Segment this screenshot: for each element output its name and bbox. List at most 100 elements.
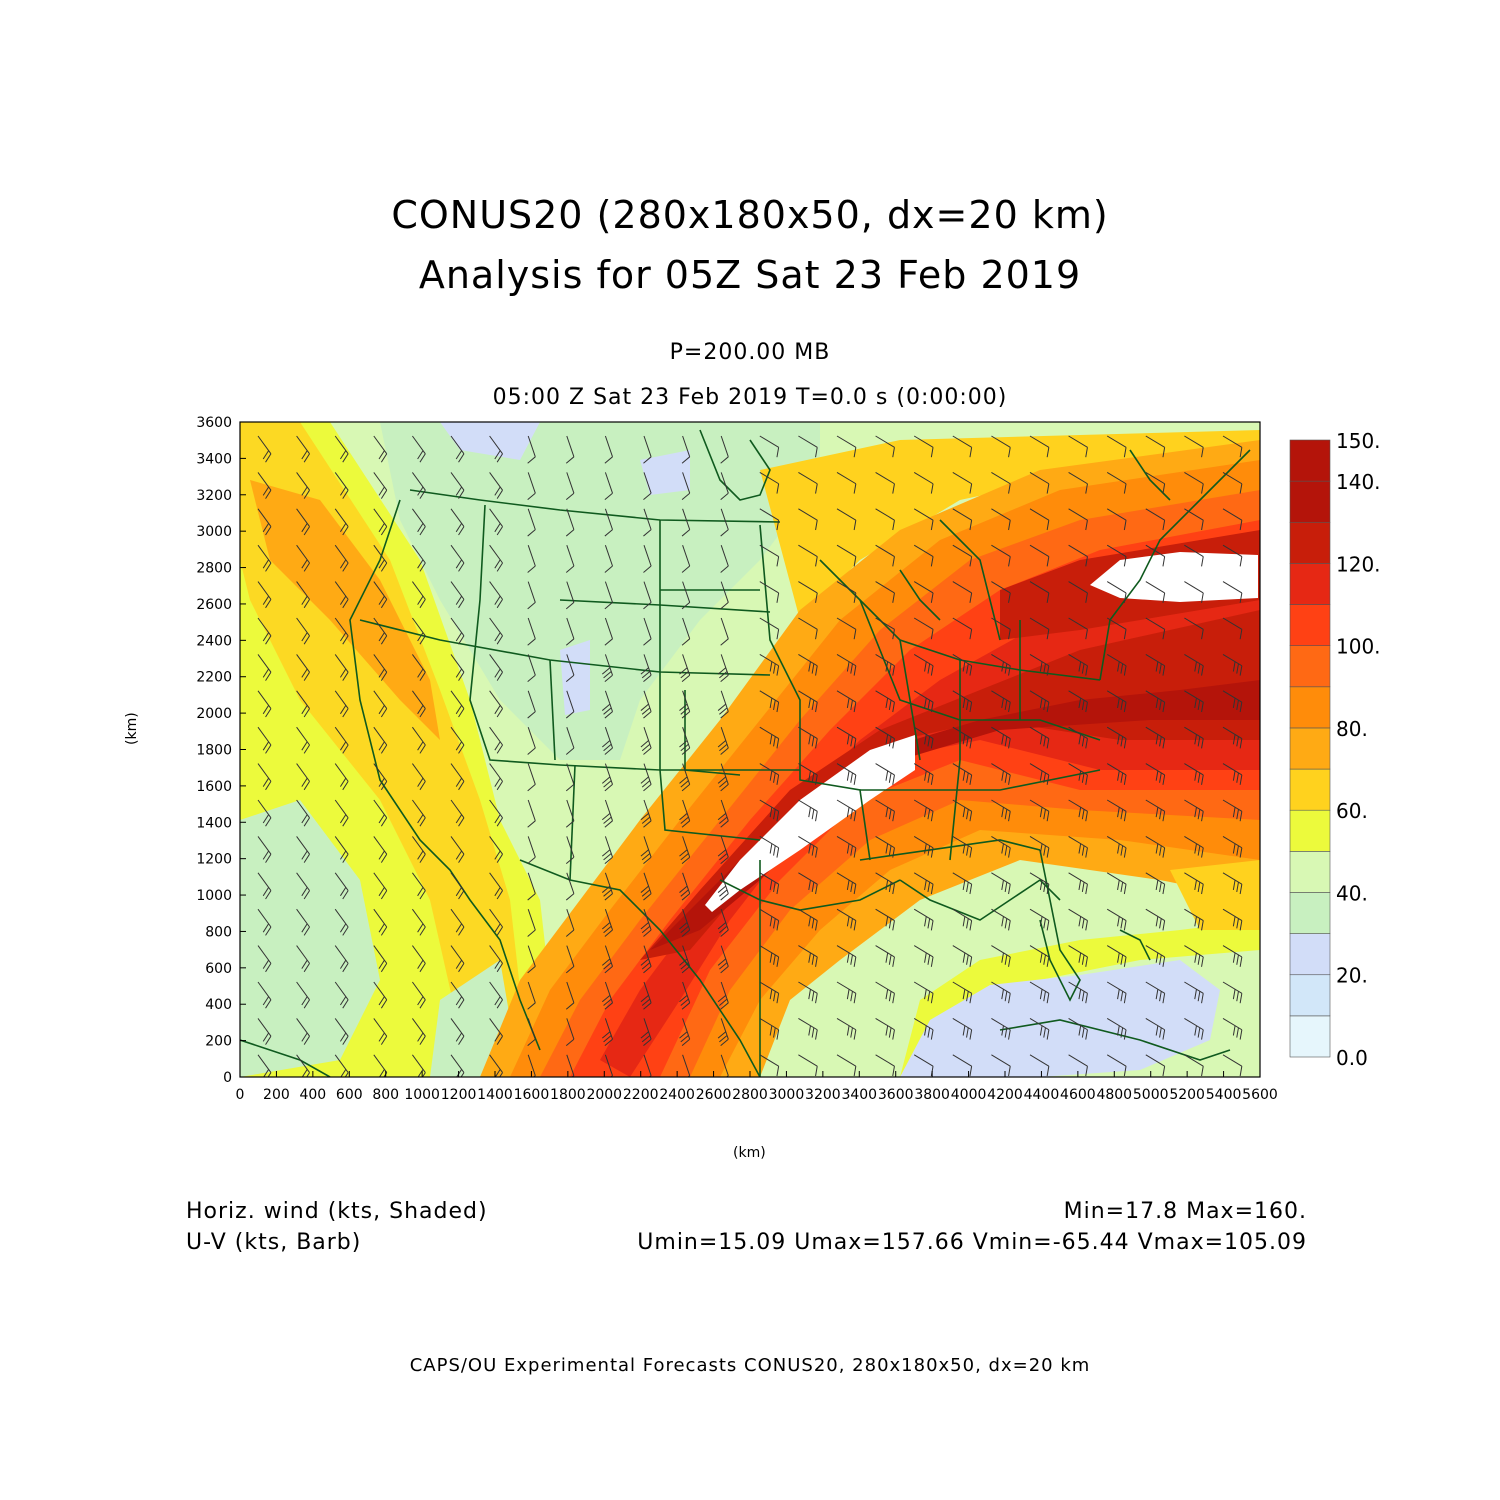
x-tick-label: 4200 [987, 1087, 1023, 1103]
wind-barb [527, 435, 536, 464]
wind-barb [720, 508, 729, 537]
wind-barb [601, 909, 613, 937]
wind-barb [759, 799, 780, 822]
wind-barb [1106, 508, 1127, 531]
y-tick-label: 3600 [196, 415, 232, 431]
wind-barb [450, 1018, 465, 1045]
wind-barb [489, 726, 503, 754]
wind-barb [1068, 763, 1088, 785]
wind-barb [601, 799, 613, 828]
wind-barb [913, 763, 934, 785]
wind-barb [527, 1018, 536, 1047]
wind-barb [643, 581, 652, 610]
wind-barb [1068, 835, 1088, 858]
wind-barb [991, 435, 1011, 458]
wind-barb [1029, 872, 1050, 895]
wind-barb [373, 581, 388, 609]
wind-barb [1068, 981, 1088, 1004]
wind-barb [296, 581, 310, 609]
wind-barb [411, 617, 426, 645]
x-axis-ticks: 0 200 400 600 800 1000 1200 1400 1600 1800 2000 220… [236, 1071, 1278, 1103]
wind-barb [1222, 908, 1243, 931]
wind-barb [991, 471, 1011, 494]
wind-barb [836, 544, 857, 567]
wind-barb [875, 1054, 895, 1077]
level-label: P=200.00 MB [669, 340, 831, 365]
wind-barb [991, 508, 1011, 531]
wind-barb [1029, 981, 1050, 1004]
wind-barb [296, 799, 310, 827]
wind-barb [450, 799, 465, 827]
wind-barb [1068, 435, 1088, 458]
wind-barb [450, 581, 465, 609]
wind-barb [720, 581, 729, 610]
wind-barb [334, 1018, 349, 1045]
wind-barb [527, 617, 536, 646]
wind-barb [296, 690, 310, 718]
wind-barb [875, 726, 895, 749]
colorbar-label: 150. [1336, 429, 1381, 453]
wind-barb [875, 872, 895, 895]
wind-barb [450, 508, 465, 536]
wind-barb [679, 799, 691, 828]
wind-barb [952, 872, 973, 895]
wind-barb [836, 617, 857, 640]
x-tick-label: 3200 [805, 1087, 841, 1103]
wind-barb [411, 763, 426, 791]
wind-barb [798, 763, 818, 785]
wind-barb [527, 872, 536, 901]
wind-barb [640, 909, 652, 937]
wind-barb [798, 1017, 818, 1040]
wind-barb [1029, 617, 1050, 640]
wind-barb [1068, 945, 1088, 967]
wind-barb [1184, 690, 1204, 713]
wind-barb [759, 945, 780, 967]
wind-barb [717, 799, 729, 828]
wind-barb [411, 872, 426, 900]
wind-barb [759, 1054, 780, 1077]
wind-barb [257, 726, 272, 754]
wind-barb [1029, 799, 1050, 822]
wind-barb [565, 654, 575, 683]
wind-barb [717, 763, 729, 792]
wind-barb [1184, 544, 1204, 567]
colorbar-label: 0.0 [1336, 1046, 1368, 1070]
wind-barb [717, 654, 729, 683]
wind-barb [565, 508, 575, 537]
wind-barb [640, 690, 652, 719]
wind-barb [373, 508, 388, 536]
wind-barb [1222, 617, 1243, 640]
wind-barb [913, 435, 934, 458]
wind-barb [913, 617, 934, 640]
wind-barb [1145, 435, 1166, 458]
wind-barb [952, 1054, 973, 1077]
wind-barb [875, 690, 895, 713]
wind-barb [257, 763, 272, 791]
wind-barb [759, 471, 780, 494]
wind-barb [1145, 508, 1166, 531]
wind-barb [334, 726, 349, 754]
wind-barb [257, 581, 272, 609]
wind-barb [679, 763, 691, 792]
wind-barb [1222, 945, 1243, 967]
wind-barb [1145, 945, 1166, 967]
wind-barb [334, 472, 349, 499]
wind-barb [836, 435, 857, 458]
wind-barb [798, 945, 818, 967]
wind-barb [565, 872, 575, 901]
wind-barb [717, 909, 729, 937]
wind-barb [1106, 872, 1127, 895]
wind-barb [373, 981, 388, 1009]
wind-barb [601, 981, 613, 1010]
wind-barb [836, 653, 857, 676]
wind-barb [373, 617, 388, 645]
wind-barb [991, 581, 1011, 603]
wind-barb [640, 872, 652, 901]
wind-barb [334, 581, 349, 609]
wind-barb [1222, 726, 1243, 749]
wind-barbs [257, 435, 1243, 1077]
x-tick-label: 3000 [769, 1087, 805, 1103]
x-tick-label: 5200 [1169, 1087, 1205, 1103]
wind-barb [604, 435, 613, 464]
barb-field-label: U-V (kts, Barb) [186, 1230, 362, 1255]
